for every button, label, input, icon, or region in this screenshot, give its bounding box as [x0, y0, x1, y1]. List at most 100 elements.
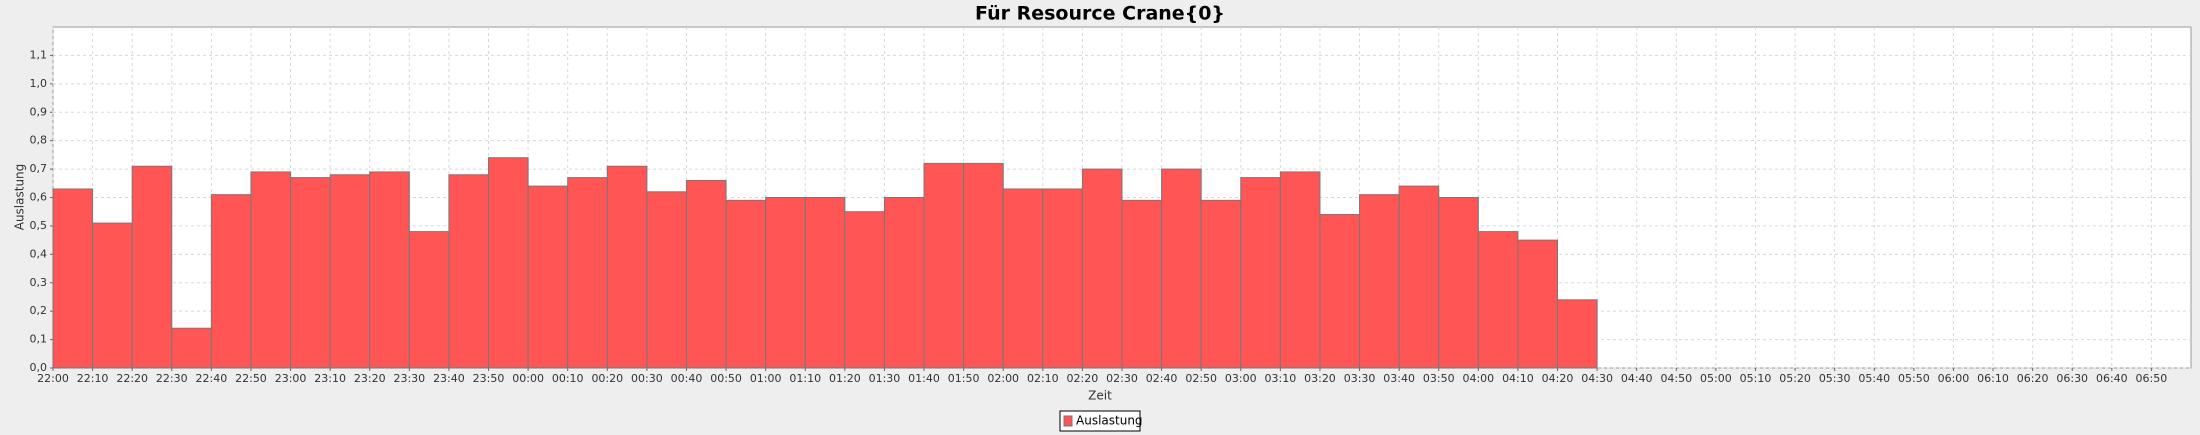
x-tick-label: 06:20 — [2017, 372, 2049, 385]
legend-box — [1059, 410, 1141, 432]
bar — [1477, 231, 1519, 369]
x-tick-label: 05:40 — [1858, 372, 1890, 385]
x-tick-label: 22:30 — [156, 372, 188, 385]
x-axis-label: Zeit — [1088, 389, 1112, 403]
x-tick-label: 00:20 — [591, 372, 623, 385]
bar — [765, 197, 806, 369]
x-tick-label: 03:20 — [1304, 372, 1336, 385]
x-tick-label: 06:40 — [2096, 372, 2128, 385]
bar — [567, 177, 608, 369]
x-tick-label: 00:40 — [671, 372, 703, 385]
bar — [171, 327, 212, 369]
legend-label: Auslastung — [1076, 414, 1143, 428]
legend-swatch — [1063, 415, 1073, 427]
x-tick-label: 04:30 — [1581, 372, 1613, 385]
bar — [329, 174, 371, 369]
x-tick-label: 03:00 — [1225, 372, 1257, 385]
x-tick-label: 02:00 — [987, 372, 1019, 385]
x-tick-label: 02:20 — [1067, 372, 1099, 385]
x-tick-label: 22:10 — [77, 372, 109, 385]
x-tick-label: 04:40 — [1621, 372, 1653, 385]
y-tick-label: 0,2 — [30, 304, 48, 317]
x-tick-label: 23:50 — [473, 372, 505, 385]
x-tick-label: 00:50 — [710, 372, 742, 385]
x-tick-label: 01:00 — [750, 372, 782, 385]
bar — [1042, 188, 1083, 369]
y-tick-label: 1,1 — [30, 48, 48, 61]
bar — [1398, 185, 1440, 369]
bar — [290, 177, 331, 369]
bar — [1081, 168, 1123, 369]
bar — [369, 171, 410, 369]
bar — [1438, 197, 1479, 369]
x-tick-label: 01:30 — [869, 372, 901, 385]
y-tick-label: 0,4 — [30, 247, 48, 260]
y-tick-label: 0,1 — [30, 333, 48, 346]
x-tick-label: 00:00 — [512, 372, 544, 385]
bar — [527, 185, 569, 369]
x-tick-label: 04:00 — [1462, 372, 1494, 385]
bar — [606, 165, 648, 369]
bar — [1319, 214, 1361, 369]
bar — [1279, 171, 1321, 369]
x-tick-label: 04:10 — [1502, 372, 1534, 385]
x-tick-label: 23:10 — [314, 372, 346, 385]
x-tick-label: 02:50 — [1185, 372, 1217, 385]
bar — [250, 171, 292, 369]
x-tick-label: 22:50 — [235, 372, 267, 385]
y-tick-label: 0,7 — [30, 162, 48, 175]
bar — [646, 191, 687, 369]
bar — [1161, 168, 1202, 369]
x-tick-label: 06:00 — [1938, 372, 1970, 385]
x-tick-label: 03:40 — [1383, 372, 1415, 385]
bar — [448, 174, 490, 369]
bar — [1557, 299, 1598, 369]
bar — [131, 165, 173, 369]
x-tick-label: 02:40 — [1146, 372, 1178, 385]
bar — [844, 211, 885, 369]
x-tick-label: 22:40 — [196, 372, 228, 385]
y-tick-label: 0,5 — [30, 219, 48, 232]
x-tick-label: 01:10 — [789, 372, 821, 385]
x-tick-label: 23:20 — [354, 372, 386, 385]
chart-title: Für Resource Crane{0} — [975, 3, 1225, 25]
bar — [1517, 239, 1559, 369]
x-tick-label: 22:00 — [37, 372, 69, 385]
x-tick-label: 23:40 — [433, 372, 465, 385]
x-tick-label: 22:20 — [116, 372, 148, 385]
bar — [804, 197, 846, 369]
x-tick-label: 02:10 — [1027, 372, 1059, 385]
bar — [210, 194, 252, 369]
x-tick-label: 05:20 — [1779, 372, 1811, 385]
y-axis-label: Auslastung — [13, 164, 27, 231]
x-tick-label: 23:30 — [393, 372, 425, 385]
y-tick-label: 1,0 — [30, 77, 48, 90]
y-tick-label: 0,8 — [30, 134, 48, 147]
bar — [488, 157, 529, 369]
x-tick-label: 06:10 — [1977, 372, 2009, 385]
bar — [1002, 188, 1044, 369]
x-tick-label: 06:50 — [2136, 372, 2168, 385]
y-tick-label: 0,9 — [30, 105, 48, 118]
x-tick-label: 03:50 — [1423, 372, 1455, 385]
bar — [92, 222, 133, 369]
x-tick-label: 05:10 — [1740, 372, 1772, 385]
y-tick-label: 0,0 — [30, 361, 48, 374]
x-tick-label: 04:20 — [1542, 372, 1574, 385]
bar — [1121, 199, 1163, 369]
x-tick-label: 23:00 — [275, 372, 307, 385]
bar — [1200, 199, 1242, 369]
x-tick-label: 06:30 — [2056, 372, 2088, 385]
x-tick-label: 01:20 — [829, 372, 861, 385]
y-tick-label: 0,6 — [30, 191, 48, 204]
bar — [685, 179, 727, 369]
x-tick-label: 00:10 — [552, 372, 584, 385]
bar — [1359, 194, 1400, 369]
x-tick-label: 04:50 — [1660, 372, 1692, 385]
bar — [1240, 177, 1281, 369]
bar — [883, 197, 925, 369]
x-tick-label: 01:40 — [908, 372, 940, 385]
bar — [52, 188, 94, 369]
x-tick-label: 05:50 — [1898, 372, 1930, 385]
